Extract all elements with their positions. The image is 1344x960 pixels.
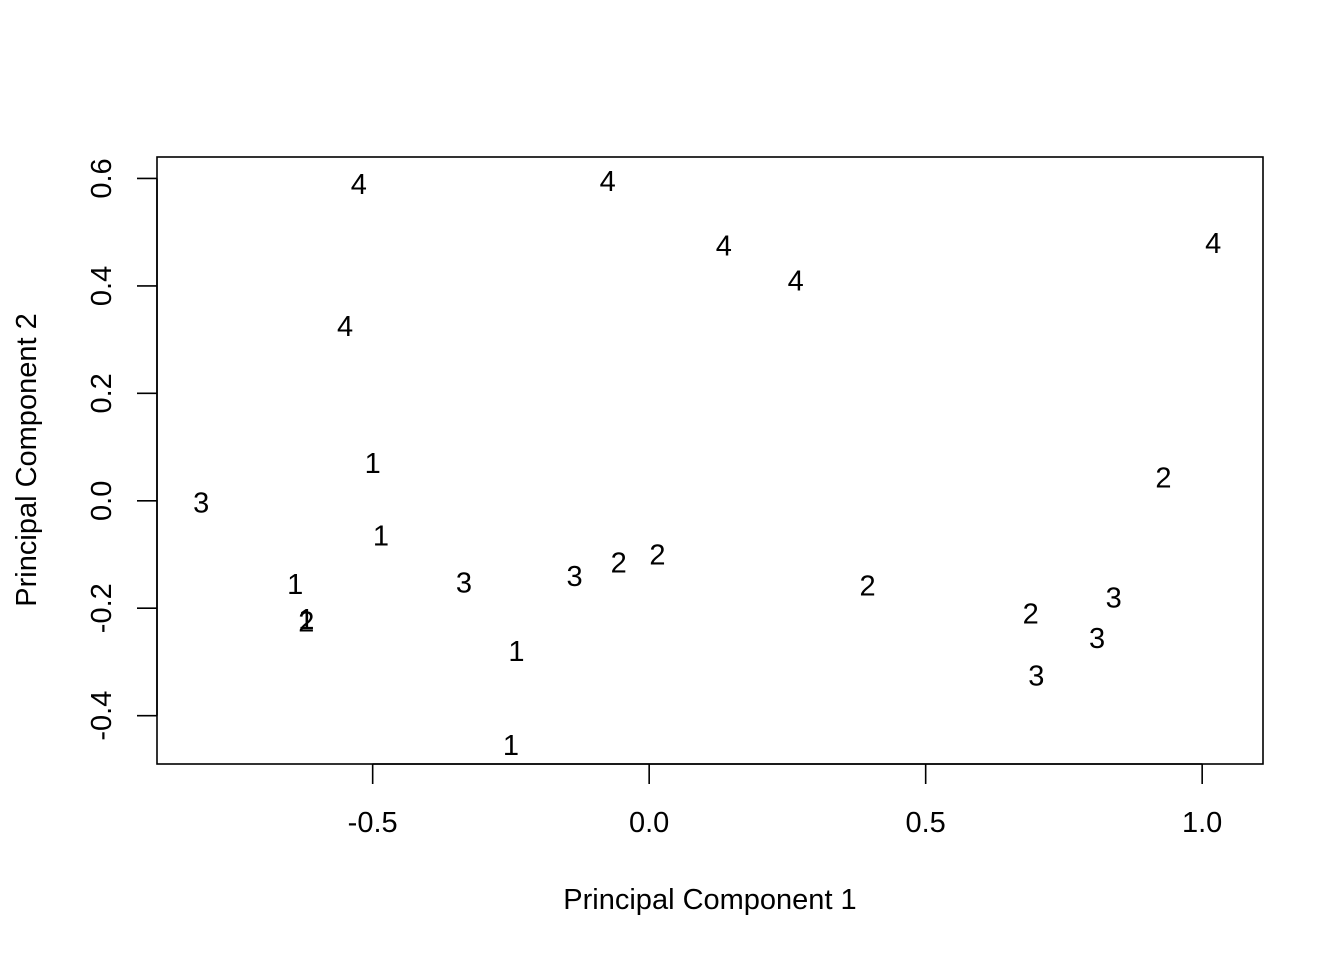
data-point-label: 2 [298, 607, 314, 639]
y-axis: -0.4 -0.2 0.0 0.2 0.4 0.6 [86, 158, 158, 741]
data-point-label: 4 [788, 266, 804, 298]
y-tick-label: -0.4 [86, 691, 118, 741]
data-point-label: 4 [600, 166, 616, 198]
data-point-label: 3 [1028, 660, 1044, 692]
data-point-label: 1 [287, 569, 303, 601]
data-point-label: 1 [373, 521, 389, 553]
x-tick-label: 0.5 [906, 807, 946, 839]
x-axis: -0.5 0.0 0.5 1.0 [348, 763, 1222, 839]
y-axis-title: Principal Component 2 [11, 313, 43, 606]
data-point-label: 3 [1089, 623, 1105, 655]
data-point-label: 1 [298, 604, 314, 636]
x-tick-label: -0.5 [348, 807, 398, 839]
data-point-label: 3 [193, 487, 209, 519]
x-tick-label: 1.0 [1182, 807, 1222, 839]
y-tick-label: 0.6 [86, 158, 118, 198]
x-axis-title: Principal Component 1 [563, 884, 856, 916]
data-point-label: 4 [1205, 228, 1221, 260]
x-tick-label: 0.0 [629, 807, 669, 839]
y-tick-label: -0.2 [86, 583, 118, 633]
data-point-label: 4 [716, 231, 732, 263]
data-point-label: 4 [351, 169, 367, 201]
data-point-label: 1 [503, 730, 519, 762]
data-point-label: 3 [456, 567, 472, 599]
data-point-label: 2 [649, 540, 665, 572]
plot-area-frame [156, 156, 1264, 765]
data-point-label: 1 [508, 636, 524, 668]
data-point-label: 2 [1023, 599, 1039, 631]
data-point-label: 3 [1106, 582, 1122, 614]
data-point-label: 3 [566, 561, 582, 593]
y-tick-label: 0.4 [86, 266, 118, 306]
data-point-label: 4 [337, 311, 353, 343]
data-point-label: 1 [365, 448, 381, 480]
data-point-label: 2 [860, 571, 876, 603]
y-tick-label: 0.2 [86, 373, 118, 413]
y-tick-label: 0.0 [86, 481, 118, 521]
data-point-label: 2 [611, 548, 627, 580]
data-point-label: 2 [1155, 463, 1171, 495]
